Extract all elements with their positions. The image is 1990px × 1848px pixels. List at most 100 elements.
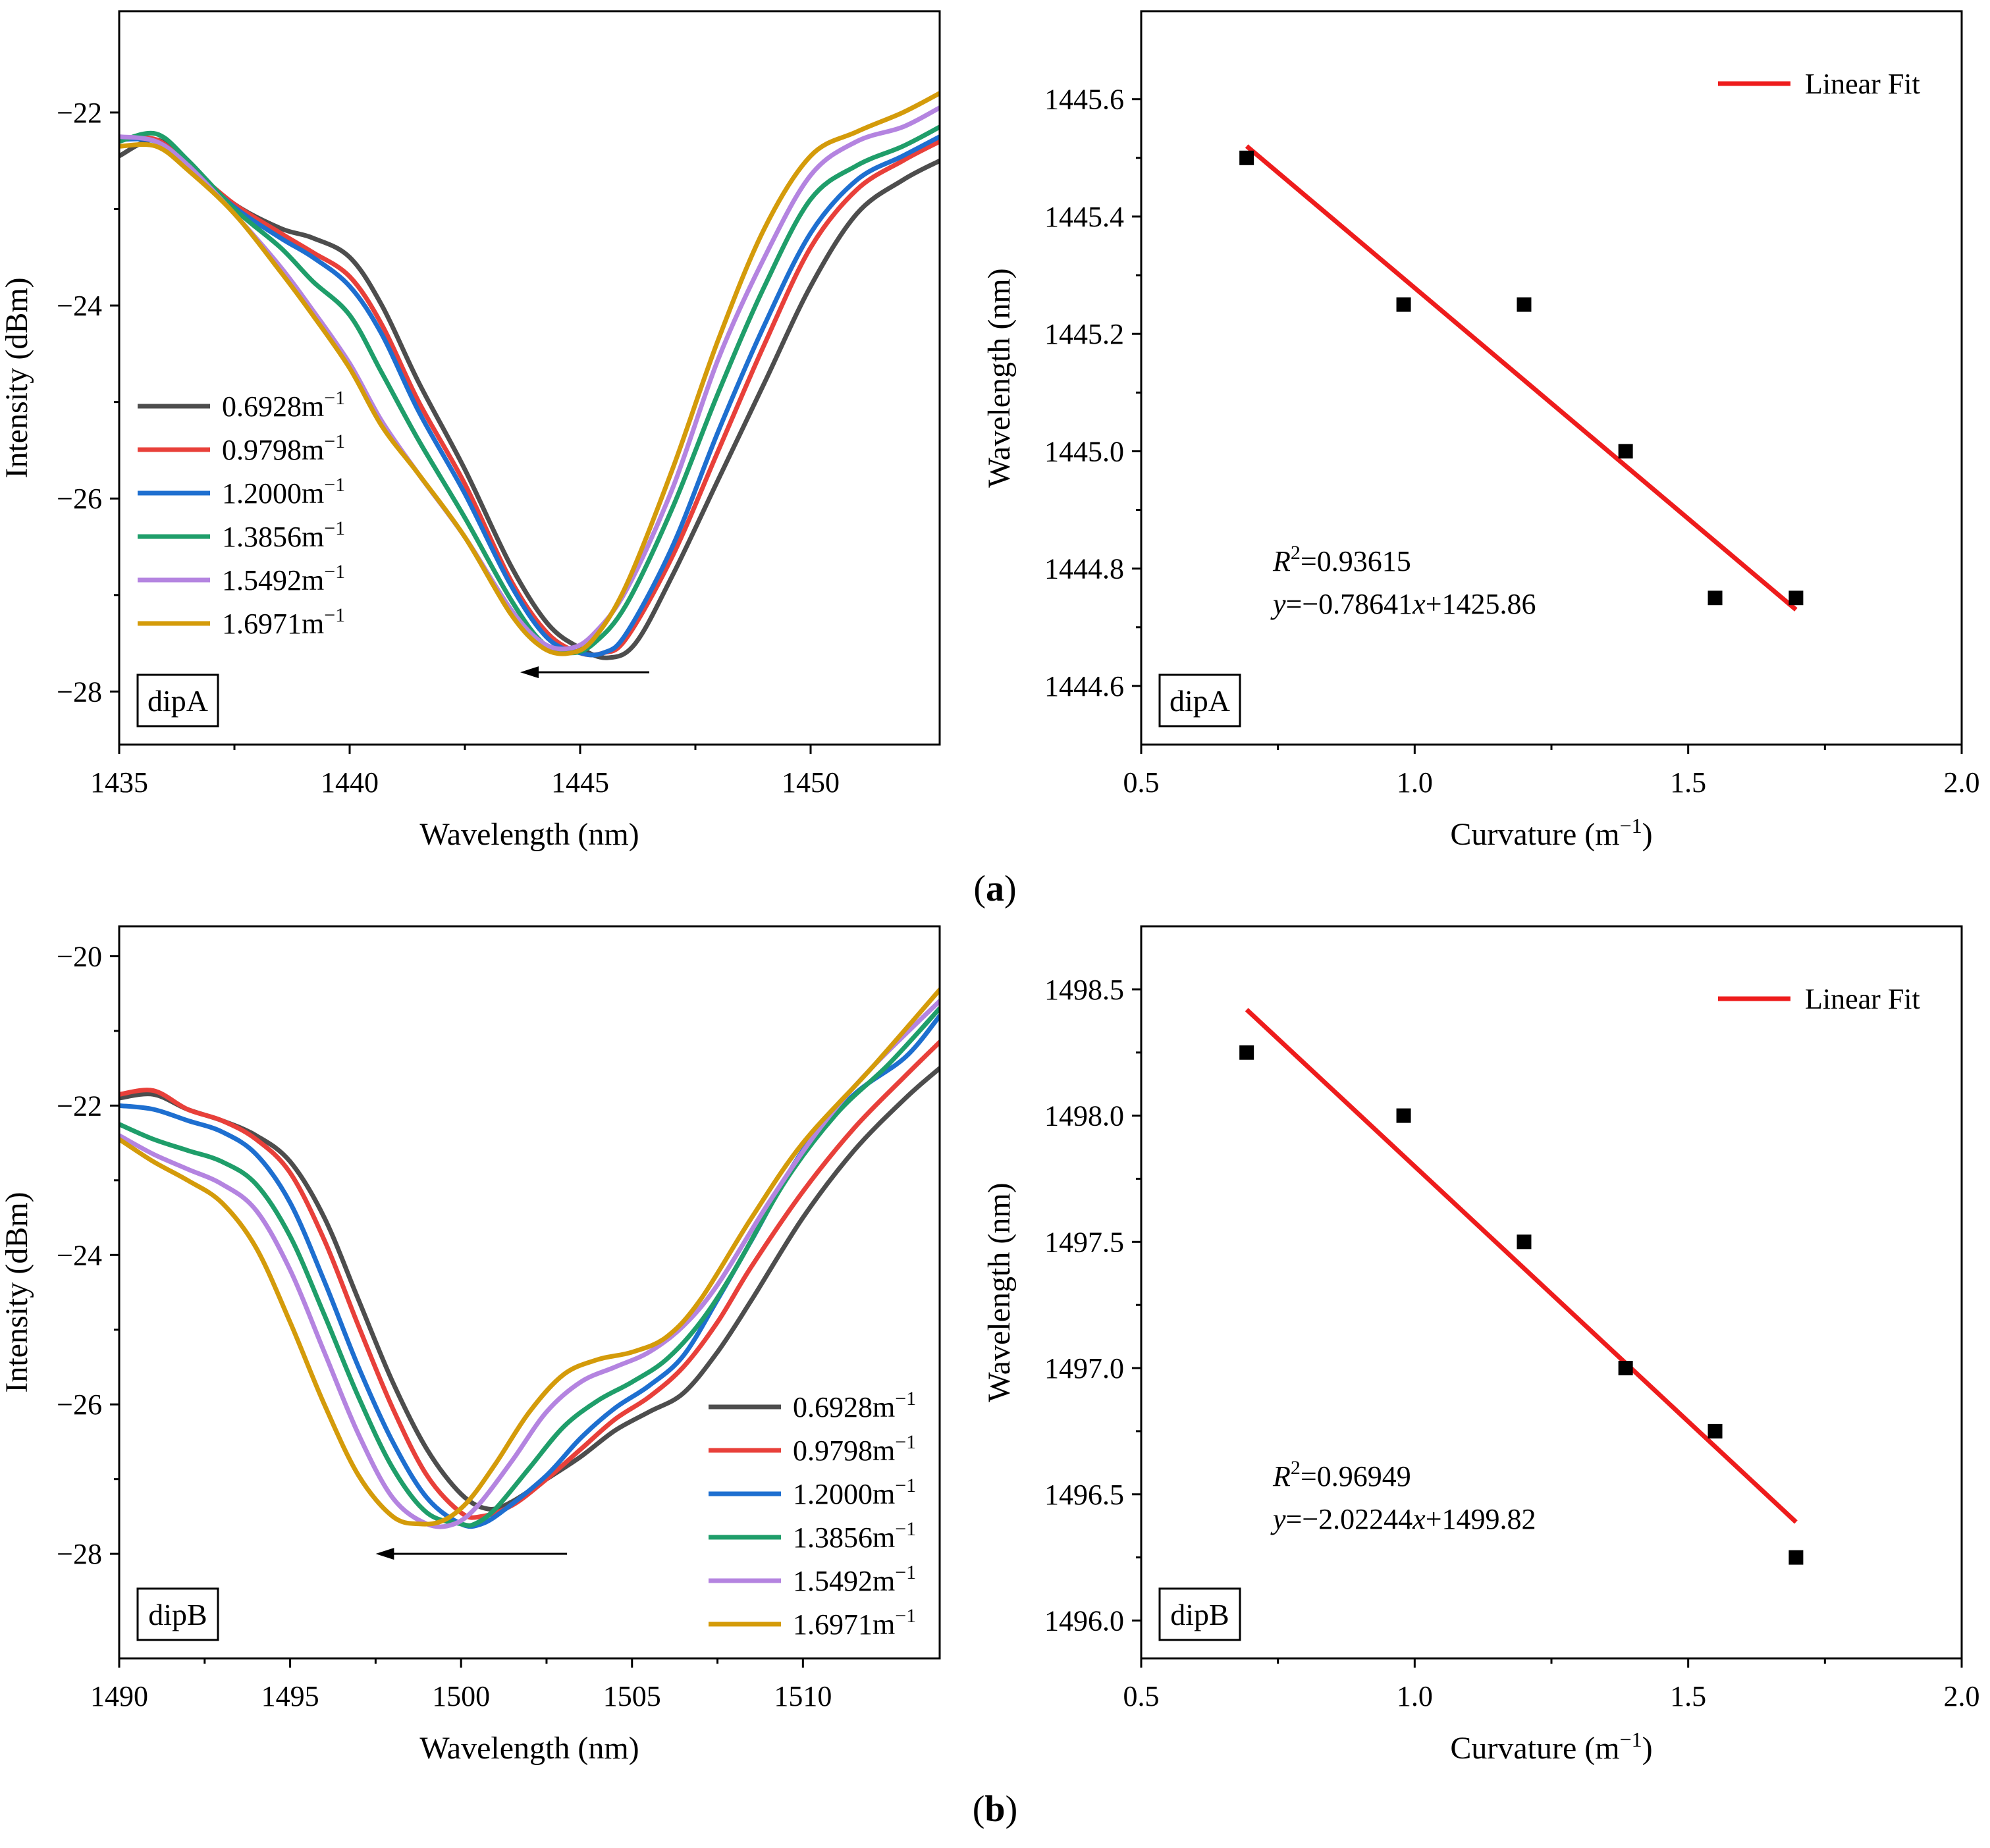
plot-frame (1140, 10, 1963, 746)
dip-tag: dipB (136, 1587, 219, 1641)
y-tick-label: 1445.6 (1044, 84, 1124, 116)
series-line-6 (119, 91, 940, 656)
data-point (1517, 297, 1532, 312)
panel-label-b-text: b (984, 1789, 1006, 1830)
dip-tag-box (136, 673, 219, 727)
dip-tag: dipA (136, 673, 219, 727)
y-tick-label: 1444.6 (1044, 670, 1124, 702)
data-point (1517, 1234, 1532, 1250)
y-tick-label: 1498.0 (1044, 1100, 1124, 1132)
fit-line (1245, 1007, 1798, 1524)
legend-item: 1.3856m−1 (709, 1518, 916, 1554)
data-point (1396, 297, 1411, 312)
x-tick-label: 1445 (551, 766, 609, 799)
y-tick-label: −24 (57, 290, 102, 322)
legend-label: 1.2000m−1 (222, 474, 345, 510)
y-tick-label: −28 (57, 1538, 102, 1570)
data-point (1788, 591, 1804, 606)
legend-label: 0.9798m−1 (793, 1431, 916, 1467)
y-tick-label: 1444.8 (1044, 553, 1124, 585)
series-line-5 (119, 999, 940, 1529)
shift-arrow-head (520, 666, 539, 679)
data-points (1239, 150, 1804, 606)
legend-label: 1.3856m−1 (793, 1518, 916, 1554)
x-axis-title: Wavelength (nm) (419, 817, 639, 852)
legend-item: 0.9798m−1 (138, 431, 345, 466)
legend-label: 0.9798m−1 (222, 431, 345, 466)
series-lines (119, 91, 940, 660)
y-axis-title: Intensity (dBm) (0, 277, 34, 478)
y-tick-label: 1445.0 (1044, 435, 1124, 467)
legend-item: 1.2000m−1 (138, 474, 345, 510)
x-tick-label: 1.0 (1397, 1680, 1433, 1712)
data-points (1239, 1045, 1804, 1565)
series-line-3 (119, 134, 940, 658)
series-line-1 (119, 1066, 940, 1512)
legend-label: 1.3856m−1 (222, 517, 345, 553)
dip-tag-box (1158, 1587, 1241, 1641)
legend-item: 1.6971m−1 (709, 1605, 916, 1641)
legend: Linear Fit (1718, 68, 1920, 100)
series-line-2 (119, 135, 940, 658)
legend: 0.6928m−1 0.9798m−1 1.2000m−1 1.3856m−1 1.54… (138, 387, 345, 640)
y-axis-title: Wavelength (nm) (982, 268, 1017, 487)
chart-spectrum-a: 1435 1440 1445 1450 −22 −24 −26 −28 Wavelength (… (0, 10, 941, 852)
x-tick-label: 1450 (782, 766, 840, 799)
y-tick-label: 1497.0 (1044, 1352, 1124, 1385)
data-point (1396, 1108, 1411, 1123)
panel-label-a: (a) (973, 868, 1017, 909)
dip-tag-label: dipB (1170, 1598, 1229, 1631)
x-tick-label: 0.5 (1123, 766, 1160, 799)
legend-item: 0.9798m−1 (709, 1431, 916, 1467)
data-point (1708, 1423, 1723, 1439)
series-line-1 (119, 137, 940, 660)
y-tick-label: −24 (57, 1239, 102, 1271)
fit-equation: y=−2.02244x+1499.82 (1270, 1503, 1536, 1535)
y-tick-label: −20 (57, 940, 102, 972)
panel-label-a-text: a (986, 868, 1004, 909)
legend-label: Linear Fit (1805, 983, 1920, 1015)
dip-tag-label: dipA (148, 684, 208, 718)
data-point (1239, 1045, 1254, 1060)
data-point (1618, 1361, 1633, 1376)
x-axis-title: Curvature (m−1) (1450, 1728, 1652, 1766)
shift-arrow (520, 666, 649, 679)
plot-frame (118, 925, 941, 1660)
legend: Linear Fit (1718, 983, 1920, 1015)
panel-label-b: (b) (972, 1789, 1018, 1830)
legend-label: 0.6928m−1 (222, 387, 345, 423)
legend-label: 1.5492m−1 (222, 561, 345, 596)
legend-item: 0.6928m−1 (709, 1388, 916, 1423)
dip-tag-box (136, 1587, 219, 1641)
y-tick-label: 1498.5 (1044, 974, 1124, 1006)
data-point (1239, 150, 1254, 165)
y-tick-label: −26 (57, 1388, 102, 1421)
y-tick-label: 1497.5 (1044, 1226, 1124, 1258)
legend-label: 1.6971m−1 (793, 1605, 916, 1641)
x-tick-label: 1.5 (1670, 1680, 1706, 1712)
series-lines (119, 987, 940, 1529)
y-tick-label: −26 (57, 483, 102, 515)
legend-item: 1.3856m−1 (138, 517, 345, 553)
x-tick-label: 1500 (432, 1680, 490, 1712)
x-tick-label: 1.0 (1397, 766, 1433, 799)
x-tick-label: 2.0 (1944, 766, 1980, 799)
series-line-4 (119, 1006, 940, 1528)
legend-label: 0.6928m−1 (793, 1388, 916, 1423)
plot-frame (118, 10, 941, 746)
y-tick-label: −28 (57, 675, 102, 708)
legend-item: 0.6928m−1 (138, 387, 345, 423)
shift-arrow (375, 1548, 568, 1560)
y-tick-label: −22 (57, 97, 102, 129)
dip-tag: dipA (1158, 673, 1241, 727)
legend-label: Linear Fit (1805, 68, 1920, 100)
y-tick-label: −22 (57, 1090, 102, 1122)
legend: 0.6928m−1 0.9798m−1 1.2000m−1 1.3856m−1 1.54… (709, 1388, 916, 1641)
dip-tag-label: dipA (1170, 684, 1230, 718)
r-squared: R2=0.93615 (1272, 542, 1411, 577)
legend-item: 1.6971m−1 (138, 604, 345, 640)
data-point (1708, 591, 1723, 606)
legend-label: 1.5492m−1 (793, 1562, 916, 1597)
dip-tag: dipB (1158, 1587, 1241, 1641)
